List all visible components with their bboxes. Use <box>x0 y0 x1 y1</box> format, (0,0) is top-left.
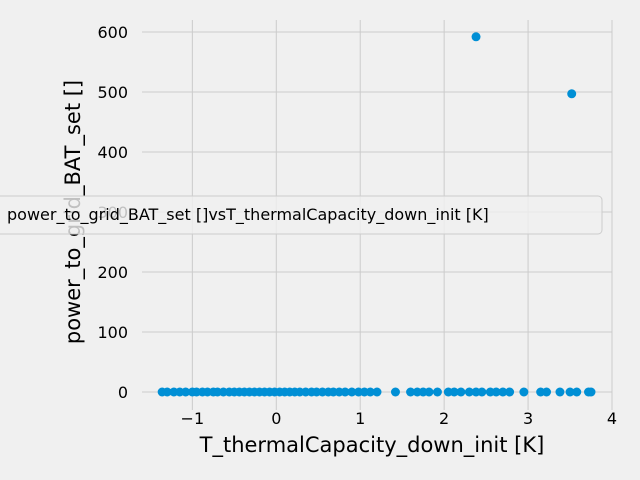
y-tick-label: 100 <box>97 323 128 342</box>
data-point <box>372 387 382 397</box>
data-point <box>505 387 515 397</box>
x-axis-label: T_thermalCapacity_down_init [K] <box>199 433 545 458</box>
data-points <box>157 32 596 397</box>
y-tick-label: 500 <box>97 83 128 102</box>
data-point <box>347 387 357 397</box>
legend-label: power_to_grid_BAT_set []vsT_thermalCapac… <box>7 205 489 225</box>
data-point <box>449 387 459 397</box>
data-point <box>162 387 172 397</box>
x-tick-label: 2 <box>439 409 449 428</box>
x-tick-label: 4 <box>607 409 617 428</box>
data-point <box>471 32 481 42</box>
data-point <box>572 387 582 397</box>
y-tick-label: 0 <box>118 383 128 402</box>
x-tick-label: −1 <box>181 409 205 428</box>
tick-labels: −1012340100200300400500600 <box>97 23 617 428</box>
data-point <box>456 387 466 397</box>
data-point <box>567 89 577 99</box>
legend: power_to_grid_BAT_set []vsT_thermalCapac… <box>0 195 603 235</box>
data-point <box>565 387 575 397</box>
data-point <box>340 387 350 397</box>
legend-box <box>0 195 603 235</box>
x-tick-label: 3 <box>523 409 533 428</box>
data-point <box>432 387 442 397</box>
y-tick-label: 200 <box>97 263 128 282</box>
data-point <box>477 387 487 397</box>
data-point <box>519 387 529 397</box>
data-point <box>555 387 565 397</box>
data-point <box>491 387 501 397</box>
data-point <box>181 387 191 397</box>
data-point <box>390 387 400 397</box>
data-point <box>586 387 596 397</box>
data-point <box>542 387 552 397</box>
x-tick-label: 0 <box>271 409 281 428</box>
data-point <box>406 387 416 397</box>
data-point <box>464 387 474 397</box>
y-tick-label: 400 <box>97 143 128 162</box>
x-tick-label: 1 <box>355 409 365 428</box>
data-point <box>424 387 434 397</box>
data-point <box>365 387 375 397</box>
data-point <box>498 387 508 397</box>
y-tick-label: 600 <box>97 23 128 42</box>
